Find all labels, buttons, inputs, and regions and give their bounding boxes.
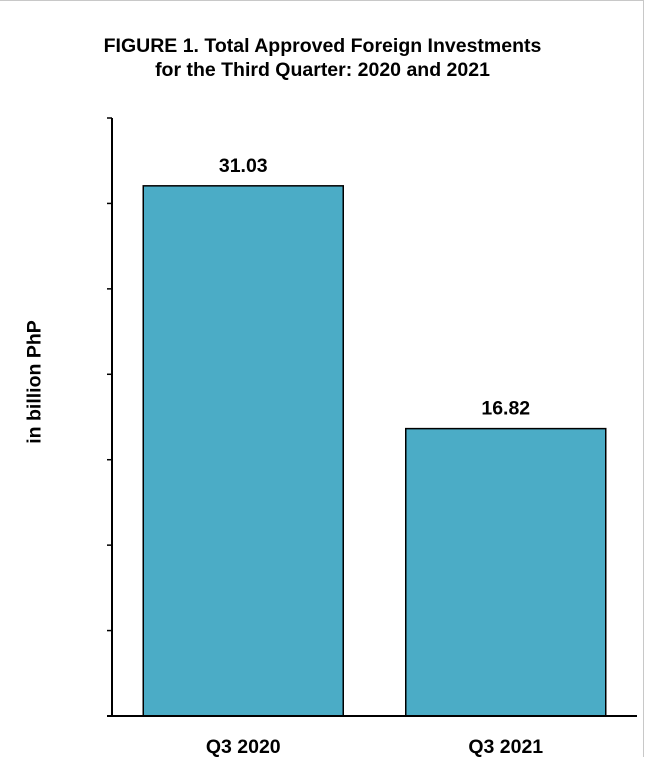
- chart-title-line-1: FIGURE 1. Total Approved Foreign Investm…: [103, 35, 542, 57]
- x-tick-label: Q3 2020: [206, 736, 281, 758]
- bar-q3-2020: [142, 185, 344, 717]
- x-tick-label: Q3 2021: [468, 736, 543, 758]
- chart-title: FIGURE 1. Total Approved Foreign Investm…: [0, 34, 645, 82]
- bars: [142, 185, 607, 717]
- chart-title-line-2: for the Third Quarter: 2020 and 2021: [155, 59, 490, 81]
- bar-data-labels: 31.03 16.82: [219, 155, 530, 420]
- x-axis-tick-labels: Q3 2020 Q3 2021: [206, 736, 543, 758]
- bar-value-label: 16.82: [481, 398, 530, 420]
- bar-value-label: 31.03: [219, 155, 268, 177]
- bar-q3-2021: [405, 427, 607, 717]
